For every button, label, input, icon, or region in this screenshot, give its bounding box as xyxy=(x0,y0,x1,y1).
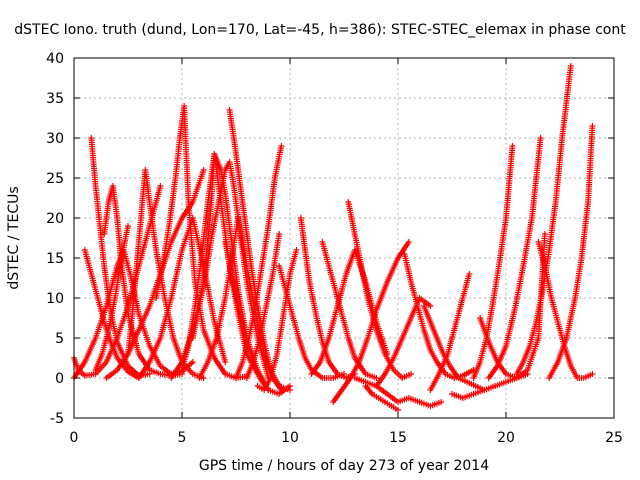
data-point-markers xyxy=(297,215,358,381)
chart-title: dSTEC Iono. truth (dund, Lon=170, Lat=-4… xyxy=(14,22,626,38)
x-tick-label: 10 xyxy=(281,430,299,446)
x-axis-label: GPS time / hours of day 273 of year 2014 xyxy=(199,458,489,474)
y-tick-label: -5 xyxy=(50,411,64,427)
x-tick-label: 25 xyxy=(605,430,623,446)
y-tick-label: 25 xyxy=(46,171,64,187)
data-series-arc xyxy=(345,199,414,381)
data-marks xyxy=(71,63,596,413)
data-series-arc xyxy=(125,167,207,381)
y-tick-label: 20 xyxy=(46,211,64,227)
axis-ticks: 0 5 10 15 20 25 -5 0 5 10 15 20 25 30 35 40 xyxy=(46,51,623,446)
data-point-markers xyxy=(233,143,285,381)
data-point-markers xyxy=(125,167,207,381)
data-point-markers xyxy=(362,383,401,413)
data-point-markers xyxy=(345,199,414,381)
y-tick-label: 0 xyxy=(55,371,64,387)
plot-frame xyxy=(73,57,615,419)
x-tick-label: 20 xyxy=(497,430,515,446)
x-tick-label: 0 xyxy=(70,430,79,446)
data-series-arc xyxy=(485,135,544,381)
data-point-markers xyxy=(135,215,229,381)
data-series-arc xyxy=(470,143,516,381)
data-series-arc xyxy=(362,383,401,413)
data-point-markers xyxy=(351,375,445,409)
y-tick-label: 10 xyxy=(46,291,64,307)
y-tick-label: 15 xyxy=(46,251,64,267)
data-point-markers xyxy=(470,143,516,381)
data-series-arc xyxy=(546,123,596,381)
data-series-arc xyxy=(243,231,283,381)
y-tick-label: 35 xyxy=(46,91,64,107)
data-series-arc xyxy=(330,239,412,405)
data-series-arc xyxy=(427,271,473,393)
x-tick-label: 5 xyxy=(178,430,187,446)
data-series-arc xyxy=(513,63,574,377)
data-point-markers xyxy=(319,239,380,381)
y-axis-label: dSTEC / TECUs xyxy=(6,186,22,289)
data-point-markers xyxy=(485,135,544,381)
data-point-markers xyxy=(179,151,272,393)
x-tick-label: 15 xyxy=(389,430,407,446)
data-series-arc xyxy=(297,215,358,381)
data-point-markers xyxy=(427,271,473,393)
y-tick-label: 5 xyxy=(55,331,64,347)
y-tick-label: 30 xyxy=(46,131,64,147)
data-point-markers xyxy=(243,231,283,381)
y-tick-label: 40 xyxy=(46,51,64,67)
data-point-markers xyxy=(513,63,574,377)
data-series-arc xyxy=(233,143,285,381)
data-point-markers xyxy=(546,123,596,381)
data-series-arc xyxy=(135,215,229,381)
data-series-arc xyxy=(351,375,445,409)
data-series-arc xyxy=(179,151,272,393)
data-point-markers xyxy=(330,239,412,405)
data-series-arc xyxy=(319,239,380,381)
